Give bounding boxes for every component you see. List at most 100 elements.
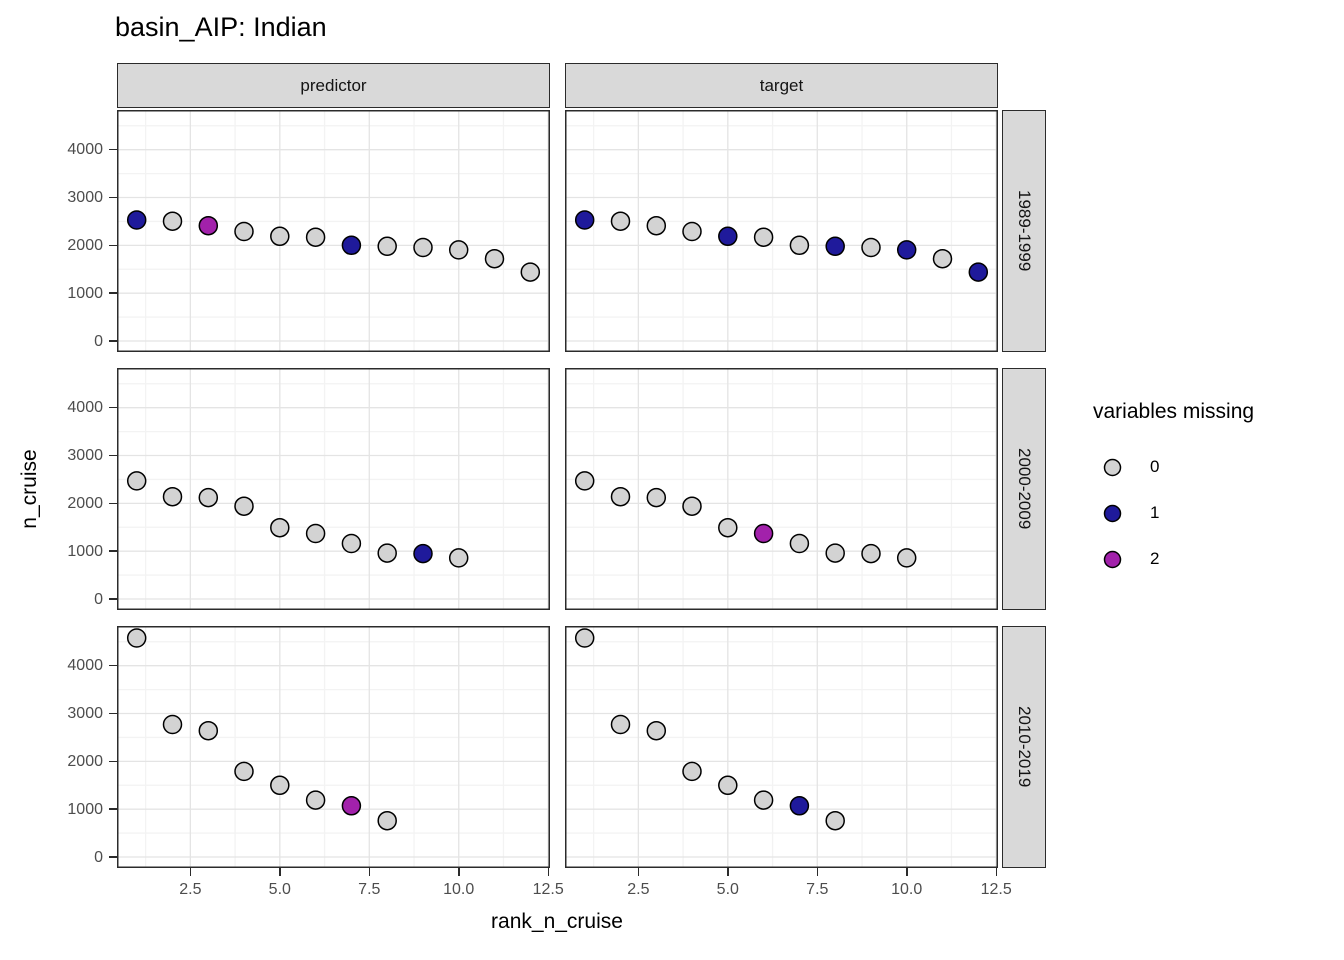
data-point xyxy=(610,211,631,231)
data-point xyxy=(126,210,147,230)
panel-target-1989-1999 xyxy=(565,110,998,352)
data-point xyxy=(753,523,774,544)
x-tick-label: 12.5 xyxy=(980,881,1012,898)
y-tick-label: 1000 xyxy=(67,800,103,818)
panel-predictor-1989-1999 xyxy=(117,110,550,352)
y-tick xyxy=(109,340,117,342)
data-point xyxy=(162,486,183,507)
data-point xyxy=(646,487,667,508)
data-point xyxy=(896,240,917,260)
data-point xyxy=(646,215,667,236)
y-tick xyxy=(109,244,117,247)
legend-item-label: 1 xyxy=(1150,503,1160,522)
legend-key-icon xyxy=(1103,504,1122,523)
y-tick xyxy=(109,406,117,409)
x-tick xyxy=(279,868,281,876)
x-tick-label: 7.5 xyxy=(806,881,829,898)
data-point xyxy=(753,790,774,810)
strip-row-2010-2019: 2010-2019 xyxy=(1002,626,1046,868)
data-point xyxy=(682,761,702,782)
data-point xyxy=(574,471,595,491)
data-point xyxy=(968,262,989,282)
y-tick xyxy=(109,502,117,505)
data-point xyxy=(484,248,505,269)
panel-plot-area xyxy=(117,626,550,868)
strip-col-target: target xyxy=(565,63,998,108)
y-tick xyxy=(109,808,117,810)
data-point xyxy=(718,775,738,796)
data-point xyxy=(234,761,254,782)
data-point xyxy=(305,227,326,247)
data-point xyxy=(610,486,631,507)
data-point xyxy=(682,221,702,242)
legend-item-label: 2 xyxy=(1150,549,1160,568)
x-tick-label: 2.5 xyxy=(627,881,650,898)
legend-key-icon xyxy=(1103,458,1122,477)
y-tick-label: 2000 xyxy=(67,494,103,512)
y-tick xyxy=(109,712,117,715)
panel-plot-area xyxy=(117,368,550,610)
x-tick-label: 7.5 xyxy=(358,881,381,898)
x-axis-title: rank_n_cruise xyxy=(491,910,623,933)
x-tick xyxy=(637,868,640,876)
x-tick xyxy=(458,868,460,876)
y-tick-label: 1000 xyxy=(67,284,103,302)
y-tick-label: 4000 xyxy=(67,657,103,675)
strip-col-label: predictor xyxy=(300,75,367,95)
x-tick-label: 5.0 xyxy=(716,881,739,898)
panel-plot-area xyxy=(565,368,998,610)
y-tick xyxy=(109,148,117,151)
y-tick-label: 0 xyxy=(94,848,103,866)
data-point xyxy=(341,796,362,816)
data-point xyxy=(610,714,631,735)
y-tick-label: 4000 xyxy=(67,141,103,159)
legend-title: variables missing xyxy=(1093,400,1255,423)
x-tick xyxy=(189,868,192,876)
data-point xyxy=(789,533,810,554)
x-tick-label: 5.0 xyxy=(268,881,291,898)
data-point xyxy=(126,471,147,491)
legend-item-label: 0 xyxy=(1150,457,1160,476)
x-tick-label: 12.5 xyxy=(532,881,564,898)
strip-col-predictor: predictor xyxy=(117,63,550,108)
data-point xyxy=(305,523,326,544)
x-tick xyxy=(368,868,370,876)
data-point xyxy=(825,543,845,563)
strip-col-label: target xyxy=(759,75,804,95)
data-point xyxy=(520,262,541,282)
strip-row-1989-1999: 1989-1999 xyxy=(1002,110,1046,352)
data-point xyxy=(789,235,810,256)
y-tick xyxy=(109,550,117,552)
data-point xyxy=(753,227,774,247)
data-point xyxy=(932,248,953,269)
data-point xyxy=(270,226,290,247)
data-point xyxy=(646,720,667,741)
y-tick xyxy=(109,760,117,763)
data-point xyxy=(861,237,881,258)
y-tick-label: 0 xyxy=(94,590,103,608)
data-point xyxy=(126,628,147,648)
y-tick xyxy=(109,454,117,457)
y-tick-label: 2000 xyxy=(67,752,103,770)
legend-key-icon xyxy=(1103,550,1122,569)
strip-row-label: 2010-2019 xyxy=(1015,706,1034,788)
data-point xyxy=(270,775,290,796)
y-axis-title: n_cruise xyxy=(18,449,41,529)
data-point xyxy=(234,496,254,516)
x-tick-label: 10.0 xyxy=(443,881,475,898)
panel-plot-area xyxy=(117,110,550,352)
y-tick-label: 0 xyxy=(94,332,103,350)
data-point xyxy=(413,543,433,564)
y-tick xyxy=(109,598,117,600)
data-point xyxy=(718,226,738,247)
y-tick-label: 3000 xyxy=(67,447,103,464)
data-point xyxy=(305,790,326,810)
x-tick xyxy=(995,868,997,876)
y-tick-label: 1000 xyxy=(67,542,103,560)
y-tick-label: 3000 xyxy=(67,189,103,206)
y-tick-label: 2000 xyxy=(67,236,103,254)
data-point xyxy=(270,517,290,538)
y-tick xyxy=(109,856,117,858)
panel-predictor-2000-2009 xyxy=(117,368,550,610)
